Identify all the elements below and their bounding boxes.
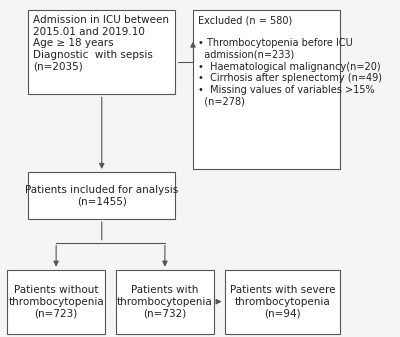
Text: Excluded (n = 580)

• Thrombocytopenia before ICU
  admission(n=233)
•  Haematol: Excluded (n = 580) • Thrombocytopenia be… bbox=[198, 15, 382, 106]
Text: Admission in ICU between
2015.01 and 2019.10
Age ≥ 18 years
Diagnostic  with sep: Admission in ICU between 2015.01 and 201… bbox=[33, 15, 169, 71]
Text: Patients included for analysis
(n=1455): Patients included for analysis (n=1455) bbox=[25, 185, 178, 206]
FancyBboxPatch shape bbox=[116, 270, 214, 334]
FancyBboxPatch shape bbox=[28, 172, 176, 219]
FancyBboxPatch shape bbox=[193, 10, 340, 168]
FancyBboxPatch shape bbox=[7, 270, 105, 334]
FancyBboxPatch shape bbox=[28, 10, 176, 94]
Text: Patients with
thrombocytopenia
(n=732): Patients with thrombocytopenia (n=732) bbox=[117, 285, 213, 318]
FancyBboxPatch shape bbox=[224, 270, 340, 334]
Text: Patients without
thrombocytopenia
(n=723): Patients without thrombocytopenia (n=723… bbox=[8, 285, 104, 318]
Text: Patients with severe
thrombocytopenia
(n=94): Patients with severe thrombocytopenia (n… bbox=[230, 285, 335, 318]
